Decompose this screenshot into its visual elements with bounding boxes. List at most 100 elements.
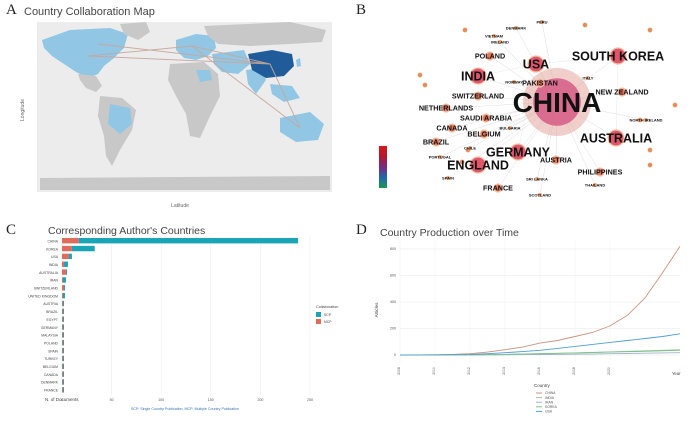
node-south-korea [609,47,627,65]
node-new-zealand [617,87,627,97]
bar-category-label: BRAZIL [46,310,58,314]
line-x-tick-label: 2018 [572,367,576,375]
node-sri-lanka [534,176,540,182]
node-china [533,78,581,126]
bar-x-tick-label: 250 [307,398,313,402]
node-label-scotland: SCOTLAND [529,192,551,197]
bar-scp-egypt [62,316,64,322]
minor-node [672,102,678,108]
network-nodes [417,19,678,198]
node-thailand [592,182,598,188]
network-color-scale [379,146,387,188]
node-label-italy: ITALY [583,75,594,80]
bar-scp-switzerland [63,285,65,291]
line-x-tick-label: 2012 [467,367,471,375]
node-label-england: ENGLAND [447,158,509,172]
node-bulgaria [507,125,513,131]
node-label-poland: POLAND [475,52,505,61]
node-label-vietnam: VIETNAM [485,33,504,38]
bar-mcp-egypt [62,316,63,322]
panel-b-letter: B [356,2,367,18]
bar-caption: SCP: Single Country Publication, MCP: Mu… [131,407,239,411]
node-label-netherlands: NETHERLANDS [419,104,474,113]
bar-scp-austria [62,300,64,307]
node-saudi-arabia [481,113,491,123]
bar-category-label: USA [51,255,59,259]
node-label-new-zealand: NEW ZEALAND [595,88,648,97]
node-label-philippines: PHILIPPINES [578,168,623,177]
bar-mcp-germany [62,324,63,330]
node-label-france: FRANCE [483,184,513,193]
line-y-tick-label: 200 [390,327,396,331]
bar-mcp-turkey [62,355,63,362]
panel-c-title: Corresponding Author's Countries [48,225,206,237]
node-usa [527,55,545,73]
bar-category-label: IRAN [50,279,59,283]
panel-a-title: Country Collaboration Map [24,6,155,18]
bar-mcp-usa [62,253,69,260]
panel-d-title: Country Production over Time [380,227,519,239]
line-y-tick-label: 400 [390,300,396,304]
line-x-tick-label: 2008 [397,367,401,375]
node-pakistan [535,78,545,88]
bar-x-tick-label: 100 [158,398,164,402]
bar-category-label: TURKEY [44,357,58,361]
bar-scp-korea [71,245,95,252]
node-label-usa: USA [523,57,549,71]
node-label-saudi-arabia: SAUDI ARABIA [460,114,512,123]
minor-node [465,147,471,153]
legend-label-usa: USA [545,410,553,414]
node-spain [445,175,451,181]
bar-mcp-china [62,238,79,244]
bar-x-tick-label: 150 [208,398,214,402]
link-china-canada [97,43,271,65]
legend-label-iran: IRAN [545,400,554,404]
bar-mcp-iran [62,277,63,283]
node-label-peru: PERU [536,19,547,24]
node-label-austria: AUSTRIA [540,156,572,165]
node-peru [539,19,545,25]
mexico-country [78,74,102,92]
bar-legend: Collaboration SCP MCP [316,305,338,324]
node-norway [511,79,517,85]
node-label-germany: GERMANY [486,145,551,159]
legend-swatch-mcp [316,319,321,324]
author-country-bar-chart: CHINA KOREA USA INDIA AUSTRALIA IRAN SWITZERLA… [28,235,338,411]
bar-scp-india [63,261,68,267]
bar-scp-china [78,238,299,244]
bar-mcp-france [62,387,63,393]
bar-scp-iran [62,277,66,283]
bar-mcp-brazil [62,308,63,315]
line-x-tick-label: 2016 [537,367,541,375]
bar-scp-denmark [62,379,64,385]
korea-country [296,58,301,67]
north-america-country [42,28,128,78]
minor-node [422,82,428,88]
minor-node [459,159,465,165]
line-series-usa [399,333,681,356]
bar-mcp-canada [62,371,63,377]
minor-node [462,27,468,33]
bar-mcp-united-kingdom [62,292,63,299]
panel-a-letter: A [6,2,17,18]
bar-scp-usa [68,253,72,260]
bar-category-label: INDIA [49,263,59,267]
node-north-ireland [643,117,649,123]
bar-category-label: AUSTRALIA [39,271,59,275]
bar-scp-brazil [62,308,64,315]
country-production-line-chart: 0 200 400 600 800 2008 2010 2012 2014 2016 2018 202… [374,241,681,414]
bar-mcp-switzerland [62,285,64,291]
line-x-tick-label: 2020 [607,367,611,375]
node-england [469,156,487,174]
bar-category-labels: CHINA KOREA USA INDIA AUSTRALIA IRAN SWITZERLA… [28,239,59,392]
node-label-brazil: BRAZIL [423,138,450,147]
node-brazil [431,137,441,147]
node-label-pakistan: PAKISTAN [522,79,558,88]
link-china-usa [87,55,271,65]
bar-category-label: CANADA [44,373,59,377]
line-y-axis-label: Articles [374,302,379,318]
bar-scp-united-kingdom [62,292,65,299]
node-india [469,67,487,85]
bar-x-tick-label: 0 [61,398,63,402]
